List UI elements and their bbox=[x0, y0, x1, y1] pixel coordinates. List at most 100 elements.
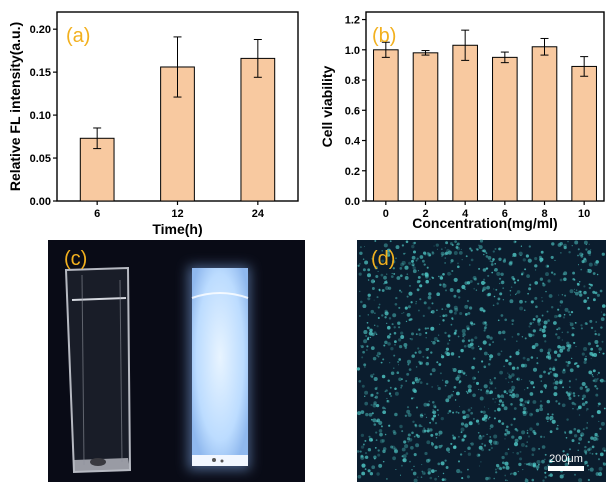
speckle bbox=[580, 432, 585, 437]
speckle bbox=[386, 248, 391, 253]
speckle bbox=[467, 468, 469, 471]
speckle bbox=[551, 242, 555, 246]
speckle bbox=[591, 415, 594, 418]
speckle bbox=[451, 243, 454, 247]
speckle bbox=[362, 350, 365, 354]
speckle bbox=[412, 396, 415, 399]
speckle bbox=[438, 334, 440, 336]
speckle bbox=[439, 372, 442, 375]
speckle bbox=[499, 292, 503, 296]
speckle bbox=[411, 431, 414, 435]
speckle bbox=[364, 468, 367, 470]
speckle bbox=[555, 400, 558, 403]
speckle bbox=[543, 370, 546, 374]
speckle bbox=[445, 447, 451, 452]
speckle bbox=[461, 438, 465, 442]
speckle bbox=[381, 259, 385, 263]
speckle bbox=[432, 414, 436, 418]
speckle bbox=[449, 288, 454, 292]
speckle bbox=[591, 352, 596, 357]
speckle bbox=[404, 346, 408, 350]
speckle bbox=[381, 250, 383, 252]
speckle bbox=[603, 380, 606, 383]
speckle bbox=[510, 472, 513, 475]
speckle bbox=[558, 314, 562, 318]
speckle bbox=[390, 347, 394, 351]
speckle bbox=[530, 356, 534, 359]
speckle bbox=[431, 385, 434, 388]
speckle bbox=[361, 463, 366, 468]
speckle bbox=[401, 455, 404, 458]
speckle bbox=[557, 327, 561, 330]
speckle bbox=[576, 408, 579, 411]
speckle bbox=[552, 372, 557, 377]
speckle bbox=[417, 309, 420, 312]
speckle bbox=[363, 246, 366, 248]
speckle bbox=[530, 380, 534, 385]
speckle bbox=[568, 344, 572, 348]
speckle bbox=[427, 327, 429, 330]
speckle bbox=[513, 281, 517, 284]
speckle bbox=[488, 358, 492, 361]
speckle bbox=[481, 442, 484, 445]
speckle bbox=[417, 270, 419, 272]
speckle bbox=[409, 338, 411, 340]
speckle bbox=[408, 261, 412, 265]
speckle bbox=[489, 428, 491, 430]
speckle bbox=[452, 436, 456, 440]
speckle bbox=[400, 384, 403, 387]
speckle bbox=[406, 273, 409, 276]
speckle bbox=[427, 306, 431, 310]
speckle bbox=[458, 380, 462, 383]
speckle bbox=[565, 391, 569, 394]
speckle bbox=[362, 258, 365, 260]
speckle bbox=[482, 268, 487, 272]
speckle bbox=[412, 420, 415, 424]
speckle bbox=[528, 380, 531, 382]
speckle bbox=[441, 478, 445, 482]
speckle bbox=[562, 368, 566, 372]
speckle bbox=[366, 349, 368, 351]
speckle bbox=[441, 255, 443, 258]
speckle bbox=[587, 250, 592, 255]
panel-label-a: (a) bbox=[66, 25, 90, 47]
y-tick-label: 1.0 bbox=[345, 45, 360, 57]
speckle bbox=[410, 337, 414, 341]
speckle bbox=[528, 333, 533, 338]
speckle bbox=[581, 253, 584, 256]
speckle bbox=[501, 403, 505, 407]
speckle bbox=[547, 279, 551, 283]
speckle bbox=[440, 461, 445, 466]
speckle bbox=[447, 271, 451, 276]
speckle bbox=[557, 344, 561, 349]
speckle bbox=[408, 318, 411, 322]
speckle bbox=[374, 266, 378, 270]
speckle bbox=[401, 447, 406, 452]
speckle bbox=[415, 302, 417, 305]
speckle bbox=[435, 432, 438, 436]
speckle bbox=[477, 453, 481, 457]
speckle bbox=[460, 348, 464, 353]
speckle bbox=[503, 390, 507, 394]
speckle bbox=[435, 469, 437, 472]
speckle bbox=[403, 440, 407, 444]
speckle bbox=[429, 428, 433, 432]
speckle bbox=[506, 479, 509, 482]
speckle bbox=[568, 457, 572, 461]
speckle bbox=[568, 346, 571, 349]
speckle bbox=[515, 293, 517, 296]
speckle bbox=[509, 393, 512, 397]
speckle bbox=[464, 313, 468, 316]
speckle bbox=[595, 260, 599, 264]
bar bbox=[412, 52, 439, 202]
speckle bbox=[427, 471, 431, 475]
speckle bbox=[494, 401, 496, 403]
speckle bbox=[497, 407, 501, 412]
speckle bbox=[550, 305, 554, 309]
speckle bbox=[583, 290, 587, 295]
panel-label-c: (c) bbox=[64, 248, 87, 270]
speckle bbox=[454, 329, 458, 333]
speckle bbox=[511, 385, 516, 390]
speckle bbox=[483, 278, 486, 281]
